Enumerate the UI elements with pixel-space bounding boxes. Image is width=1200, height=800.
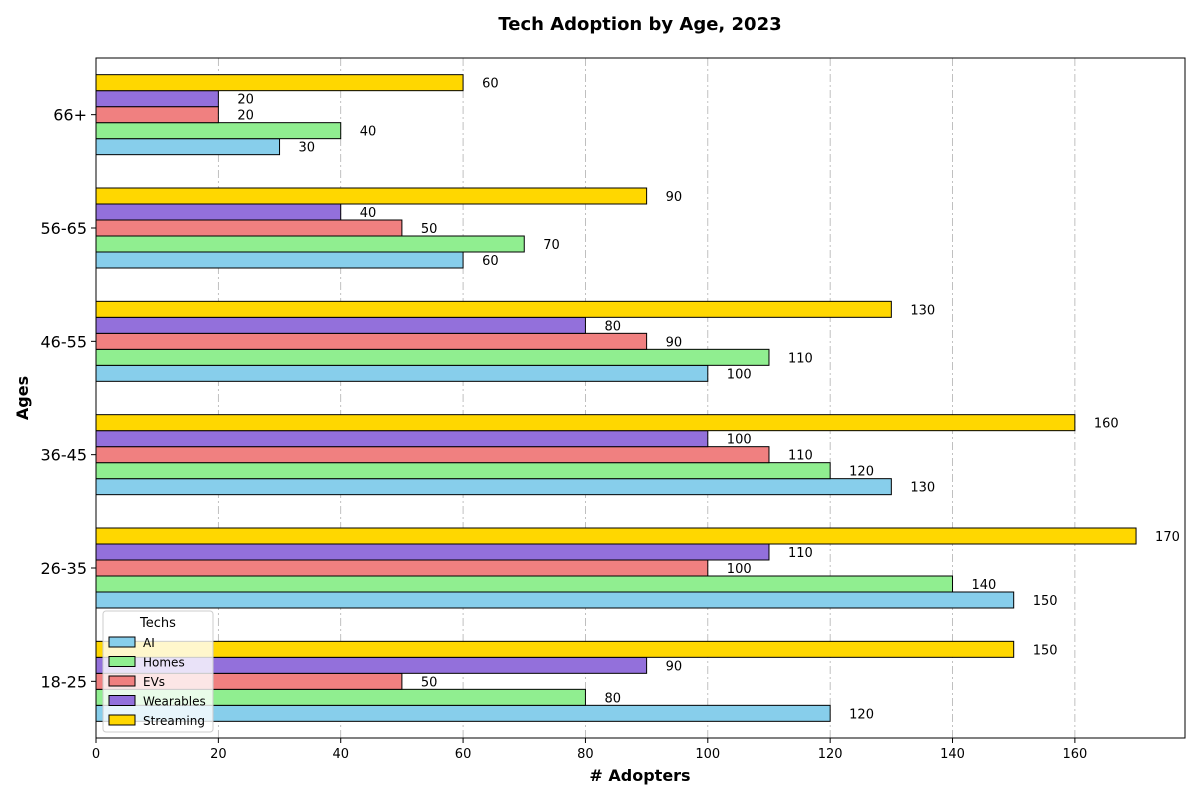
y-tick-label: 66+ [53,106,87,125]
bar-wearables-66+ [95,90,219,108]
y-tick-label: 18-25 [41,672,88,691]
legend[interactable]: Techs AI Homes EVs Wearables Streaming [102,610,214,733]
value-label: 140 [972,578,997,593]
value-labels-layer: 120 150 130 100 60 30 80 140 120 110 70 40 50 100 110 9… [237,77,1180,723]
bar-ai-36-45 [95,478,892,496]
value-label: 50 [421,675,438,690]
x-axis-label: # Adopters [589,766,690,785]
value-label: 150 [1033,643,1058,658]
bar-homes-56-65 [95,235,525,253]
value-label: 90 [666,335,683,350]
bar-evs-26-35 [95,559,709,577]
value-label: 150 [1033,594,1058,609]
bar-homes-46-55 [95,348,770,366]
bar-streaming-26-35 [95,527,1137,545]
legend-entry-wearables: Wearables [143,695,206,709]
legend-entry-streaming: Streaming [143,714,205,728]
x-tick-label: 20 [210,747,227,762]
x-tick-label: 120 [818,747,843,762]
value-label: 80 [604,691,621,706]
x-tick-label: 60 [455,747,472,762]
legend-swatch-homes [108,656,136,667]
y-axis-label: Ages [13,376,32,420]
value-label: 110 [788,449,813,464]
x-tick-label: 0 [92,747,100,762]
bar-ai-66+ [95,138,281,156]
y-tick-label: 46-55 [41,332,88,351]
bar-streaming-66+ [95,74,464,92]
value-label: 100 [727,562,752,577]
value-label: 60 [482,254,499,269]
value-label: 130 [910,303,935,318]
y-tick-label: 36-45 [41,446,88,465]
bar-ai-56-65 [95,251,464,269]
y-tick-label: 26-35 [41,559,88,578]
legend-entry-ai: AI [143,636,155,650]
bar-homes-66+ [95,122,342,140]
value-label: 90 [666,659,683,674]
value-label: 100 [727,367,752,382]
legend-swatch-streaming [108,714,136,726]
x-tick-label: 40 [332,747,349,762]
value-label: 80 [604,319,621,334]
value-label: 120 [849,707,874,722]
bar-streaming-46-55 [95,300,892,318]
value-label: 160 [1094,417,1119,432]
x-tick-label: 140 [940,747,965,762]
bar-homes-26-35 [95,575,954,593]
bars-layer [95,74,1137,722]
bar-streaming-18-25 [95,640,1015,658]
bar-wearables-26-35 [95,543,770,561]
axes-layer: 0 20 40 60 80 100 120 140 160 18-25 26-35 36-45 46-5… [41,57,1186,762]
grid-layer [217,58,1076,738]
bar-ai-26-35 [95,591,1015,609]
x-tick-label: 160 [1062,747,1087,762]
bar-evs-66+ [95,106,219,124]
value-label: 120 [849,465,874,480]
legend-swatch-evs [108,675,136,687]
value-label: 30 [299,141,316,156]
legend-swatch-wearables [108,695,136,706]
value-label: 70 [543,238,560,253]
x-tick-label: 80 [577,747,594,762]
bar-wearables-46-55 [95,316,586,334]
bar-streaming-56-65 [95,187,648,205]
value-label: 130 [910,481,935,496]
value-label: 110 [788,351,813,366]
legend-entry-homes: Homes [143,656,185,670]
value-label: 20 [237,93,254,108]
bar-streaming-36-45 [95,414,1076,432]
bar-wearables-36-45 [95,430,709,448]
chart-title: Tech Adoption by Age, 2023 [498,14,781,35]
x-tick-label: 100 [695,747,720,762]
bar-evs-56-65 [95,219,403,237]
value-label: 60 [482,77,499,92]
value-label: 40 [360,206,377,221]
bar-wearables-56-65 [95,203,342,221]
legend-title: Techs [139,616,176,631]
bar-ai-46-55 [95,364,709,382]
value-label: 90 [666,190,683,205]
legend-entry-evs: EVs [143,675,165,689]
legend-swatch-ai [108,636,136,648]
value-label: 20 [237,109,254,124]
value-label: 100 [727,433,752,448]
bar-homes-36-45 [95,462,831,480]
bar-evs-36-45 [95,446,770,464]
value-label: 40 [360,125,377,140]
value-label: 170 [1155,530,1180,545]
value-label: 110 [788,546,813,561]
y-tick-label: 56-65 [41,219,88,238]
plot-frame [95,57,1186,739]
value-label: 50 [421,222,438,237]
bar-evs-46-55 [95,332,648,350]
